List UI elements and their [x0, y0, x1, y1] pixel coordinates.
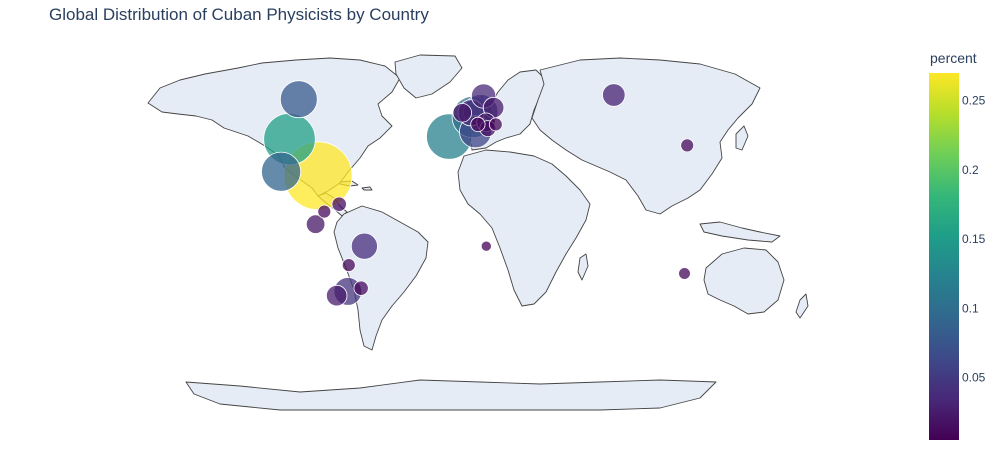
colorbar-tick-label: 0.25: [962, 94, 986, 108]
colorbar-title: percent: [930, 50, 977, 66]
country-bubble[interactable]: [317, 204, 332, 219]
land-antarctica: [185, 379, 717, 411]
land-indonesia: [699, 221, 781, 243]
land-japan: [735, 125, 749, 151]
country-bubble[interactable]: [305, 214, 326, 234]
country-bubble[interactable]: [488, 117, 503, 132]
country-bubble[interactable]: [331, 196, 347, 212]
colorbar-tick-label: 0.1: [962, 301, 979, 315]
country-bubble[interactable]: [261, 151, 302, 192]
colorbar: 0.05 0.1 0.15 0.2 0.25: [929, 73, 986, 440]
country-bubble[interactable]: [602, 83, 626, 107]
country-bubble[interactable]: [326, 284, 348, 307]
country-bubble[interactable]: [452, 103, 473, 123]
land-greenland: [394, 54, 463, 99]
colorbar-tick-label: 0.2: [962, 163, 979, 177]
land-madagascar: [577, 253, 589, 281]
country-bubble[interactable]: [353, 280, 369, 296]
chart-title: Global Distribution of Cuban Physicists …: [49, 5, 429, 24]
country-bubble[interactable]: [350, 232, 378, 260]
land-asia: [531, 57, 761, 215]
colorbar-gradient: [929, 73, 959, 440]
land-africa: [457, 149, 591, 307]
colorbar-tick-label: 0.15: [962, 232, 986, 246]
country-bubble[interactable]: [680, 138, 695, 153]
colorbar-tick-label: 0.05: [962, 371, 986, 385]
colorbar-ticks: 0.05 0.1 0.15 0.2 0.25: [962, 94, 986, 385]
country-bubble[interactable]: [341, 258, 356, 273]
country-bubble[interactable]: [480, 240, 492, 252]
country-bubble[interactable]: [678, 267, 691, 280]
land-australia: [703, 247, 785, 315]
country-bubble[interactable]: [470, 116, 486, 133]
bubble-layer: [261, 80, 695, 307]
country-bubble[interactable]: [279, 80, 318, 119]
land-new-zealand: [795, 293, 809, 319]
